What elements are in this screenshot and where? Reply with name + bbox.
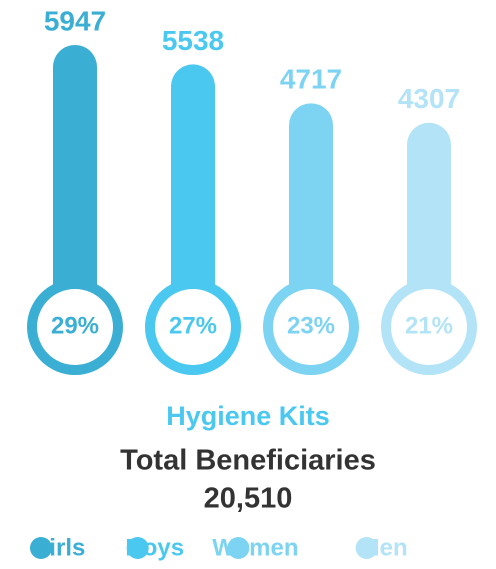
legend-dot xyxy=(30,537,52,559)
bar xyxy=(171,64,215,327)
legend-label: Women xyxy=(212,534,298,561)
bulb-inner xyxy=(155,289,231,365)
bar xyxy=(53,45,97,327)
value-label: 5538 xyxy=(162,25,224,56)
share-label: 27% xyxy=(169,312,217,339)
legend-label: Boys xyxy=(125,534,184,561)
chart-title: Hygiene Kits xyxy=(166,401,330,431)
value-label: 4307 xyxy=(398,83,460,114)
legend-label: Girls xyxy=(31,534,86,561)
share-label: 29% xyxy=(51,312,99,339)
share-label: 21% xyxy=(405,312,453,339)
legend-label: Men xyxy=(360,534,408,561)
bar xyxy=(407,122,451,328)
bulb-inner xyxy=(37,289,113,365)
chart-subtitle: Total Beneficiaries xyxy=(120,445,376,477)
value-label: 4717 xyxy=(280,64,342,95)
value-label: 5947 xyxy=(44,5,106,36)
bar xyxy=(289,103,333,328)
bulb-inner xyxy=(273,289,349,365)
share-label: 23% xyxy=(287,312,335,339)
total: 20,510 xyxy=(204,483,293,515)
legend-dot xyxy=(355,537,378,559)
legend-dot xyxy=(227,537,250,559)
bulb-inner xyxy=(391,289,467,365)
legend-dot xyxy=(126,537,149,559)
